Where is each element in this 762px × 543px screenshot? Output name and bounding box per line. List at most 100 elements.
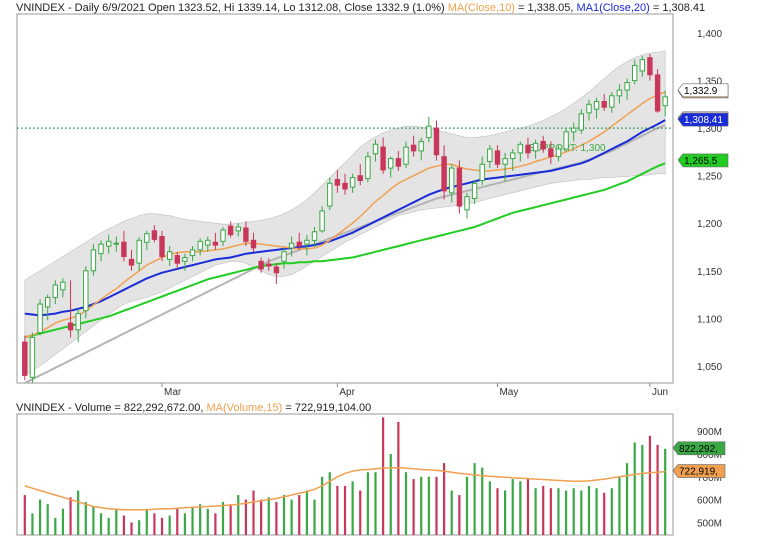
candle	[83, 266, 89, 319]
candle-body	[586, 103, 592, 114]
candle	[167, 246, 173, 267]
x-axis-label: Jun	[652, 387, 668, 398]
candle	[45, 294, 51, 321]
candle-body	[372, 143, 379, 155]
candle-body	[593, 101, 600, 110]
candle	[212, 232, 219, 250]
candle	[555, 145, 562, 162]
price-y-tick: 1,100	[697, 314, 722, 325]
candle-body	[60, 281, 66, 291]
candle-body	[441, 156, 447, 192]
candle-body	[464, 196, 470, 211]
candle-body	[227, 225, 234, 236]
candle	[525, 137, 531, 159]
candle	[532, 139, 539, 159]
volume-panel: 900M 800M 700M 600M 500M 822,292, 722,919,	[16, 413, 726, 536]
candle-body	[357, 175, 363, 181]
ma20-label: MA1(Close,20)	[576, 2, 650, 14]
candle-body	[144, 233, 150, 243]
volume-y-tick: 700M	[697, 473, 722, 484]
price-tag-box	[677, 153, 729, 168]
price-tag-text: 1,332.9	[684, 86, 718, 97]
candle-body	[197, 240, 203, 251]
candle-body	[128, 258, 135, 266]
volume-header-info: - Volume = 822,292,672.00,	[64, 402, 207, 414]
candle	[487, 145, 493, 169]
ma10-label: MA(Close,10)	[447, 2, 515, 14]
candle-body	[540, 140, 546, 150]
candle-body	[67, 322, 74, 331]
candle-body	[90, 249, 97, 272]
price-header-symbol: VNINDEX	[16, 2, 65, 14]
candle	[548, 141, 554, 165]
candle	[304, 234, 310, 256]
candle	[29, 332, 36, 383]
candle	[67, 280, 74, 338]
price-header-info: - Daily 6/9/2021 Open 1323.52, Hi 1339.1…	[64, 2, 448, 14]
candle-body	[220, 229, 226, 242]
volume-tag-vol_ma15: 722,919,	[672, 464, 726, 478]
candle	[540, 135, 546, 153]
volume-ma-line	[24, 466, 666, 511]
candle	[113, 236, 119, 252]
candle-body	[647, 57, 653, 76]
price-y-tick: 1,350	[697, 77, 722, 88]
candle	[227, 221, 234, 238]
candle	[647, 53, 653, 81]
candle-body	[410, 144, 417, 152]
candle	[654, 69, 661, 113]
price-y-tick: 1,150	[697, 267, 722, 278]
bollinger-band	[24, 50, 666, 376]
candle	[639, 55, 645, 77]
candle	[37, 299, 43, 336]
candle-body	[571, 127, 577, 133]
price-tag-ma20: 1,308.41	[677, 112, 729, 127]
candle	[601, 93, 607, 112]
candle-body	[83, 270, 89, 312]
candle-body	[654, 74, 661, 112]
candle	[128, 249, 135, 271]
candle-body	[365, 156, 371, 180]
candle	[159, 230, 165, 262]
price-y-tick: 1,050	[697, 362, 722, 373]
volume-tag-text: 722,919,	[679, 467, 718, 478]
candle-body	[609, 95, 615, 108]
candle	[365, 151, 371, 183]
candle	[151, 225, 158, 243]
candle	[571, 122, 577, 142]
candle-body	[342, 182, 348, 190]
candle	[273, 263, 280, 285]
candle-body	[182, 257, 188, 262]
price-y-tick: 1,300	[697, 124, 722, 135]
volume-y-tick: 500M	[697, 518, 722, 529]
candle	[395, 150, 402, 171]
candle	[106, 234, 112, 254]
candle	[311, 227, 318, 248]
candle-body	[456, 167, 463, 207]
candle	[75, 308, 81, 343]
candle	[388, 156, 394, 178]
candle	[357, 164, 363, 186]
candle-body	[616, 89, 623, 97]
candle	[578, 109, 584, 134]
candle	[593, 97, 600, 119]
candle-body	[624, 82, 630, 91]
candle-body	[327, 182, 333, 207]
volume-ma-label: MA(Volume,15)	[206, 402, 283, 414]
candle-body	[388, 158, 394, 169]
candle	[418, 137, 424, 161]
candle	[22, 335, 28, 381]
candle-body	[349, 177, 356, 188]
volume-y-tick: 600M	[697, 496, 722, 507]
candle-body	[304, 239, 310, 245]
candle	[327, 177, 333, 210]
candle-body	[258, 260, 264, 270]
candle	[349, 173, 356, 193]
candle-body	[212, 241, 219, 246]
price-tag-box	[677, 83, 729, 98]
candle-body	[403, 146, 409, 165]
candle-body	[250, 239, 257, 249]
candle	[426, 116, 432, 143]
candle	[220, 227, 226, 247]
